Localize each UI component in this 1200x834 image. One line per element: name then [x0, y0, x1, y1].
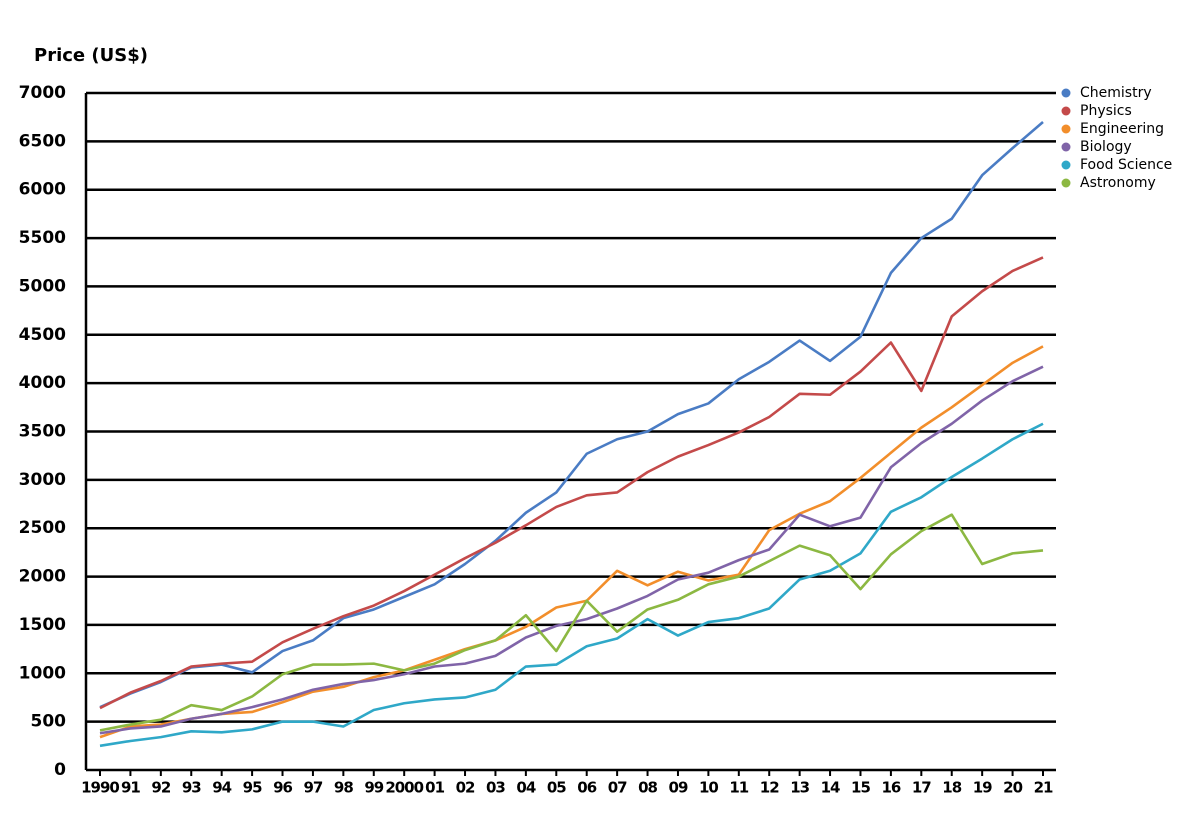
legend-marker — [1061, 124, 1071, 134]
x-tick-label: 96 — [273, 779, 292, 797]
legend-label: Biology — [1080, 139, 1132, 155]
legend-marker — [1061, 106, 1071, 116]
y-tick-label: 2000 — [19, 567, 66, 587]
y-tick-label: 4000 — [19, 373, 66, 393]
x-tick-label: 13 — [790, 779, 809, 797]
series-line — [99, 365, 1044, 735]
x-tick-label: 94 — [212, 779, 231, 797]
y-tick-label: 3500 — [19, 422, 66, 442]
y-tick-label: 6500 — [19, 131, 66, 151]
y-tick-label: 6000 — [19, 180, 66, 200]
y-tick-label: 1000 — [19, 663, 66, 683]
y-tick-label: 3000 — [19, 470, 66, 490]
y-tick-label: 5000 — [19, 276, 66, 296]
x-tick-label: 04 — [516, 779, 535, 797]
legend-marker — [1061, 178, 1071, 188]
x-tick-label: 19 — [973, 779, 992, 797]
legend-marker — [1061, 160, 1071, 170]
x-tick-label: 12 — [760, 779, 779, 797]
x-tick-label: 92 — [151, 779, 170, 797]
series-line — [99, 256, 1044, 710]
x-tick-label: 02 — [456, 779, 475, 797]
x-tick-label: 91 — [121, 779, 140, 797]
x-tick-label: 14 — [821, 779, 840, 797]
x-tick-label: 1990 — [81, 779, 119, 797]
y-tick-label: 7000 — [19, 83, 66, 103]
series-line — [99, 121, 1044, 709]
y-tick-label: 0 — [54, 760, 66, 780]
x-tick-label: 15 — [851, 779, 870, 797]
x-tick-label: 06 — [577, 779, 596, 797]
x-tick-label: 10 — [699, 779, 718, 797]
legend-label: Astronomy — [1080, 175, 1156, 191]
y-tick-label: 5500 — [19, 228, 66, 248]
series-line — [99, 345, 1044, 739]
x-tick-label: 97 — [303, 779, 322, 797]
x-tick-label: 95 — [243, 779, 262, 797]
series-line — [99, 422, 1044, 748]
x-tick-label: 16 — [881, 779, 900, 797]
x-tick-label: 18 — [942, 779, 961, 797]
x-tick-label: 03 — [486, 779, 505, 797]
x-tick-label: 2000 — [385, 779, 423, 797]
y-axis-label: Price (US$) — [34, 45, 148, 66]
x-tick-label: 11 — [729, 779, 748, 797]
legend-marker — [1061, 88, 1071, 98]
y-tick-label: 2500 — [19, 518, 66, 538]
x-tick-label: 20 — [1003, 779, 1022, 797]
y-tick-label: 4500 — [19, 325, 66, 345]
x-tick-label: 07 — [608, 779, 627, 797]
y-tick-label: 1500 — [19, 615, 66, 635]
x-tick-label: 01 — [425, 779, 444, 797]
legend-label: Chemistry — [1080, 85, 1152, 101]
x-tick-label: 09 — [669, 779, 688, 797]
x-tick-label: 99 — [364, 779, 383, 797]
legend-label: Engineering — [1080, 121, 1164, 137]
legend-marker — [1061, 142, 1071, 152]
x-tick-label: 17 — [912, 779, 931, 797]
y-tick-label: 500 — [31, 712, 67, 732]
x-tick-label: 05 — [547, 779, 566, 797]
legend-label: Food Science — [1080, 157, 1172, 173]
x-tick-label: 98 — [334, 779, 353, 797]
series-line — [99, 513, 1044, 732]
x-tick-label: 21 — [1034, 779, 1053, 797]
x-tick-label: 08 — [638, 779, 657, 797]
legend-label: Physics — [1080, 103, 1132, 119]
x-tick-label: 93 — [182, 779, 201, 797]
